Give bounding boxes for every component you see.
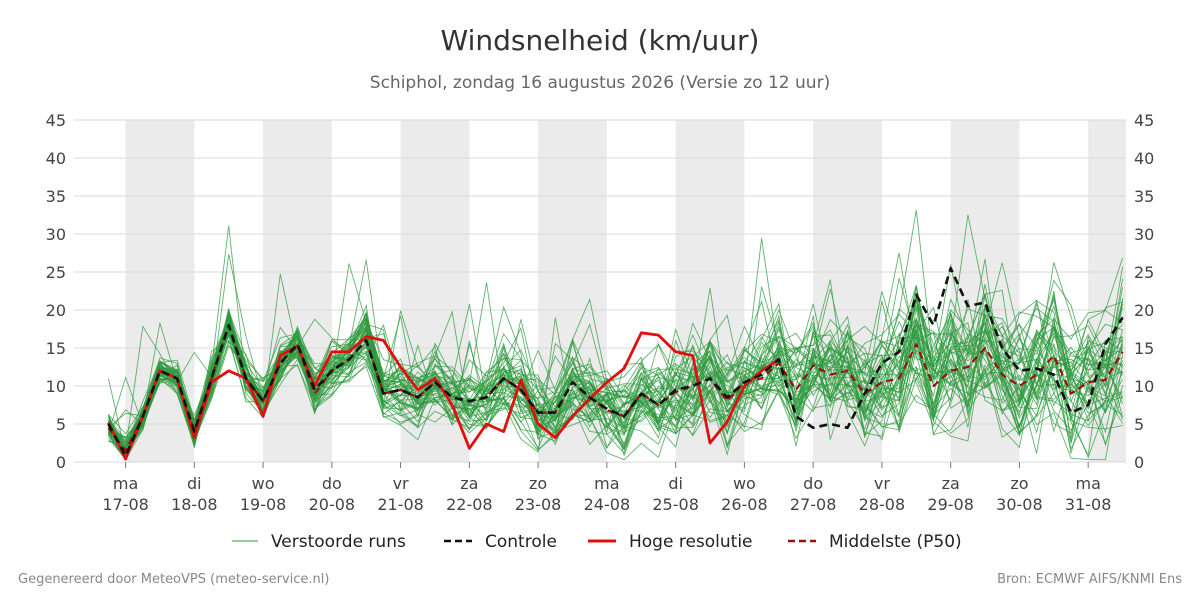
day-shade-band [263,120,332,462]
x-tick-day: do [322,474,342,493]
x-tick-day: do [803,474,823,493]
legend-label: Middelste (P50) [829,532,962,552]
y-tick-label-right: 25 [1134,263,1154,282]
y-tick-label-right: 20 [1134,301,1154,320]
ensemble-member-line [107,287,1124,434]
x-tick-day: ma [1075,474,1100,493]
x-tick-date: 18-08 [171,495,218,514]
ensemble-member-line [107,294,1124,459]
x-tick-date: 30-08 [996,495,1043,514]
chart-subtitle: Schiphol, zondag 16 augustus 2026 (Versi… [369,73,831,93]
y-tick-label-right: 40 [1134,149,1154,168]
y-tick-label-left: 20 [46,301,66,320]
x-tick-day: di [187,474,202,493]
legend-label: Hoge resolutie [629,532,753,552]
y-tick-label-right: 0 [1134,453,1144,472]
x-tick-day: vr [393,474,409,493]
y-tick-label-left: 35 [46,187,66,206]
y-tick-label-right: 5 [1134,415,1144,434]
x-tick-date: 29-08 [927,495,974,514]
y-tick-label-left: 45 [46,111,66,130]
x-tick-date: 24-08 [584,495,631,514]
x-tick-date: 31-08 [1065,495,1112,514]
y-tick-label-left: 25 [46,263,66,282]
ensemble-member-line [108,262,1124,453]
x-tick-date: 25-08 [652,495,699,514]
y-tick-label-right: 15 [1134,339,1154,358]
x-tick-date: 23-08 [515,495,562,514]
x-tick-date: 22-08 [446,495,493,514]
y-tick-label-left: 15 [46,339,66,358]
y-tick-label-left: 40 [46,149,66,168]
series-line-controle [107,266,1124,458]
chart-title: Windsnelheid (km/uur) [440,24,760,57]
x-tick-day: wo [252,474,275,493]
y-tick-label-left: 0 [56,453,66,472]
x-tick-date: 28-08 [859,495,906,514]
footer-source: Bron: ECMWF AIFS/KNMI Ens [997,572,1182,587]
x-tick-day: vr [874,474,890,493]
y-tick-label-left: 10 [46,377,66,396]
x-tick-day: wo [733,474,756,493]
footer-generated-by: Gegenereerd door MeteoVPS (meteo-service… [18,572,330,587]
y-tick-label-right: 10 [1134,377,1154,396]
x-tick-date: 19-08 [240,495,287,514]
x-tick-day: zo [529,474,547,493]
y-tick-label-left: 5 [56,415,66,434]
y-tick-label-right: 45 [1134,111,1154,130]
x-tick-date: 20-08 [309,495,356,514]
x-tick-day: di [668,474,683,493]
x-tick-day: zo [1010,474,1028,493]
x-tick-date: 21-08 [377,495,424,514]
x-tick-day: ma [594,474,619,493]
x-tick-date: 26-08 [721,495,768,514]
series-line-hoge-resolutie [107,331,780,461]
x-tick-date: 17-08 [102,495,149,514]
y-tick-label-right: 30 [1134,225,1154,244]
x-tick-day: ma [113,474,138,493]
x-tick-date: 27-08 [790,495,837,514]
y-tick-label-left: 30 [46,225,66,244]
legend-label: Verstoorde runs [271,532,406,552]
x-tick-day: za [942,474,960,493]
legend-label: Controle [485,532,557,552]
ensemble-member-line [108,252,1123,450]
y-tick-label-right: 35 [1134,187,1154,206]
x-tick-day: za [460,474,478,493]
